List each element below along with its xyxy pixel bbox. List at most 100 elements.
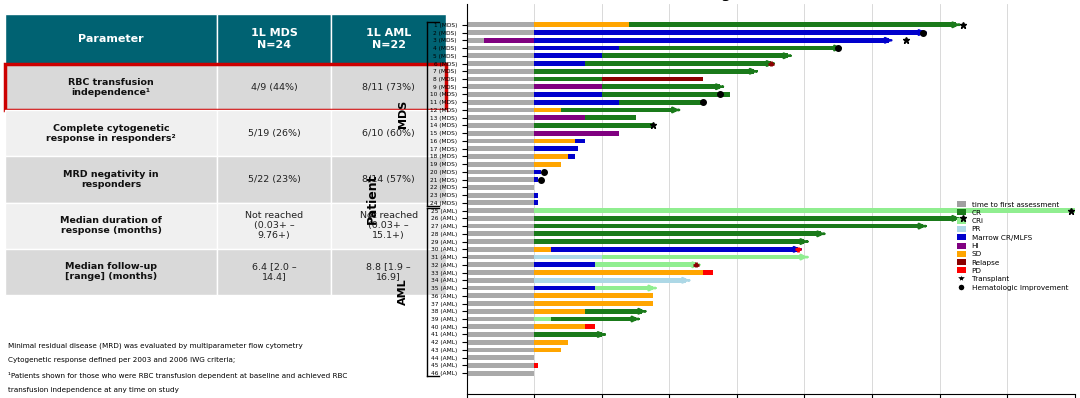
Bar — [602, 247, 798, 252]
FancyBboxPatch shape — [217, 156, 332, 203]
FancyBboxPatch shape — [332, 14, 446, 64]
FancyBboxPatch shape — [5, 14, 217, 64]
Text: 6.4 [2.0 –
14.4]: 6.4 [2.0 – 14.4] — [252, 262, 296, 281]
Text: AML: AML — [399, 279, 408, 305]
Bar — [467, 38, 484, 43]
Bar — [535, 232, 636, 236]
Bar — [467, 247, 535, 252]
Bar — [467, 84, 535, 89]
Bar — [467, 301, 535, 306]
Text: 8.8 [1.9 –
16.9]: 8.8 [1.9 – 16.9] — [366, 262, 410, 281]
Bar — [551, 247, 602, 252]
Bar — [467, 316, 535, 322]
Bar — [467, 324, 535, 329]
Bar — [585, 309, 643, 314]
FancyBboxPatch shape — [332, 64, 446, 111]
Bar — [467, 201, 535, 205]
FancyBboxPatch shape — [217, 203, 332, 248]
Bar — [467, 185, 535, 190]
Text: Median duration of
response (months): Median duration of response (months) — [60, 216, 162, 235]
Bar — [467, 170, 535, 174]
FancyBboxPatch shape — [5, 64, 217, 111]
Bar — [652, 69, 754, 74]
Bar — [467, 139, 535, 143]
Bar — [535, 270, 602, 275]
Text: MRD negativity in
responders: MRD negativity in responders — [64, 170, 159, 189]
Bar — [467, 100, 535, 105]
Bar — [535, 38, 889, 43]
Bar — [467, 30, 535, 35]
Bar — [467, 53, 535, 58]
Bar — [535, 347, 562, 352]
Bar — [535, 262, 595, 267]
Text: MDS: MDS — [399, 100, 408, 128]
Bar — [535, 239, 636, 244]
Text: 8/11 (73%): 8/11 (73%) — [362, 83, 415, 92]
Text: ¹Patients shown for those who were RBC transfusion dependent at baseline and ach: ¹Patients shown for those who were RBC t… — [8, 372, 347, 379]
Text: 5/22 (23%): 5/22 (23%) — [247, 175, 300, 184]
Bar — [585, 324, 595, 329]
Text: Minimal residual disease (MRD) was evaluated by multiparameter flow cytometry: Minimal residual disease (MRD) was evalu… — [8, 343, 302, 349]
Bar — [535, 177, 538, 182]
Bar — [585, 301, 652, 306]
Bar — [467, 363, 535, 368]
Bar — [619, 30, 922, 35]
Bar — [467, 224, 535, 228]
Bar — [551, 316, 636, 322]
Bar — [535, 92, 602, 97]
Bar — [535, 324, 585, 329]
Bar — [535, 193, 538, 197]
Bar — [602, 255, 805, 259]
Bar — [619, 46, 838, 51]
Bar — [535, 139, 575, 143]
Bar — [467, 61, 535, 66]
Bar — [535, 115, 585, 120]
Text: RBC transfusion
independence¹: RBC transfusion independence¹ — [68, 78, 154, 97]
Bar — [652, 107, 676, 112]
Bar — [568, 154, 575, 159]
Bar — [467, 340, 535, 345]
FancyBboxPatch shape — [332, 111, 446, 156]
Bar — [535, 301, 585, 306]
Bar — [535, 247, 551, 252]
Text: 6/10 (60%): 6/10 (60%) — [362, 129, 415, 138]
Bar — [535, 30, 619, 35]
Text: 8/14 (57%): 8/14 (57%) — [362, 175, 415, 184]
Bar — [595, 286, 652, 291]
Bar — [467, 107, 535, 112]
Bar — [535, 340, 568, 345]
Bar — [467, 371, 535, 376]
Bar — [636, 216, 957, 221]
Bar — [619, 100, 703, 105]
Bar — [467, 69, 535, 74]
FancyBboxPatch shape — [5, 111, 217, 156]
Bar — [467, 177, 535, 182]
Bar — [585, 293, 652, 298]
Text: 4/9 (44%): 4/9 (44%) — [251, 83, 297, 92]
Text: Cytogenetic response defined per 2003 and 2006 IWG criteria;: Cytogenetic response defined per 2003 an… — [8, 357, 234, 363]
Bar — [535, 76, 602, 82]
Bar — [467, 154, 535, 159]
Text: 5/19 (26%): 5/19 (26%) — [247, 129, 300, 138]
Bar — [602, 278, 686, 283]
FancyBboxPatch shape — [217, 248, 332, 295]
Bar — [535, 208, 1075, 213]
Bar — [535, 224, 636, 228]
Text: 1L MDS
N=24: 1L MDS N=24 — [251, 28, 297, 50]
Bar — [535, 69, 652, 74]
Bar — [636, 232, 822, 236]
Bar — [535, 332, 602, 337]
Bar — [535, 22, 629, 27]
Bar — [585, 61, 771, 66]
Bar — [535, 316, 551, 322]
Bar — [535, 146, 568, 151]
Bar — [636, 239, 805, 244]
Bar — [467, 208, 535, 213]
Bar — [535, 170, 541, 174]
Bar — [467, 92, 535, 97]
Bar — [467, 355, 535, 360]
Bar — [535, 162, 562, 166]
Bar — [703, 270, 713, 275]
Bar — [602, 53, 787, 58]
FancyBboxPatch shape — [332, 248, 446, 295]
